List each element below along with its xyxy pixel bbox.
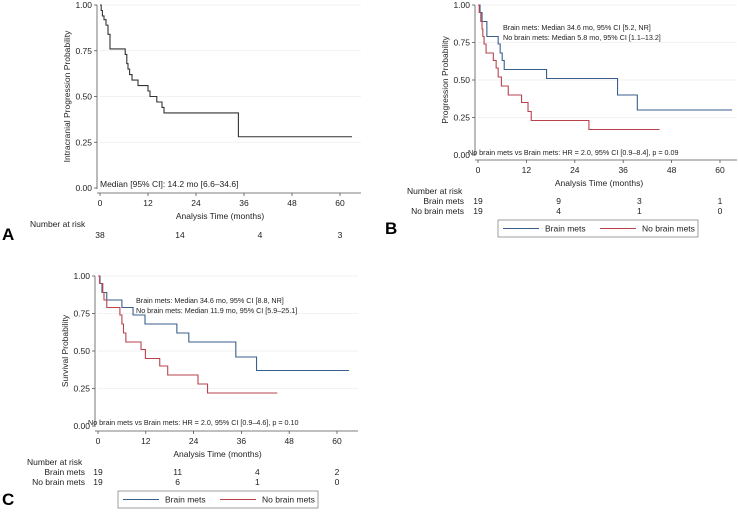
- x-tick-label: 12: [141, 436, 151, 446]
- hazard-ratio-annotation: No brain mets vs Brain mets: HR = 2.0, 9…: [468, 148, 679, 157]
- y-tick-label: 0.50: [73, 346, 90, 356]
- x-tick-label: 36: [618, 165, 628, 175]
- y-tick-label: 0.00: [73, 421, 90, 431]
- risk-count: 4: [255, 467, 260, 477]
- median-annotation: Median [95% CI]: 14.2 mo [6.6–34.6]: [100, 179, 238, 189]
- x-axis-title: Analysis Time (months): [176, 211, 264, 221]
- risk-count: 38: [95, 230, 105, 240]
- x-tick-label: 12: [522, 165, 532, 175]
- risk-count: 2: [335, 467, 340, 477]
- hazard-ratio-annotation: No brain mets vs Brain mets: HR = 2.0, 9…: [88, 418, 299, 427]
- risk-count: 0: [718, 206, 723, 216]
- risk-count: 9: [556, 196, 561, 206]
- y-tick-label: 0.75: [75, 46, 92, 56]
- median-annotation-no-brain-mets: No brain mets: Median 11.9 mo, 95% CI [5…: [136, 306, 297, 315]
- risk-table-title: Number at risk: [30, 219, 86, 229]
- x-axis-title: Analysis Time (months): [173, 449, 261, 459]
- y-tick-label: 0.00: [75, 183, 92, 193]
- risk-table-title: Number at risk: [407, 186, 463, 196]
- legend-label: No brain mets: [642, 224, 695, 234]
- x-tick-label: 60: [332, 436, 342, 446]
- y-tick-label: 1.00: [453, 0, 470, 10]
- y-tick-label: 0.50: [453, 75, 470, 85]
- risk-count: 11: [173, 467, 182, 477]
- x-tick-label: 36: [239, 198, 249, 208]
- x-tick-label: 24: [189, 436, 199, 446]
- x-tick-label: 0: [98, 198, 103, 208]
- risk-count: 0: [335, 477, 340, 487]
- panel-letter: B: [385, 219, 397, 238]
- y-tick-label: 1.00: [73, 271, 90, 281]
- x-tick-label: 48: [667, 165, 677, 175]
- km-curve-overall: [100, 4, 352, 138]
- x-tick-label: 0: [96, 436, 101, 446]
- risk-count: 19: [93, 477, 103, 487]
- risk-count: 1: [718, 196, 723, 206]
- risk-count: 19: [93, 467, 103, 477]
- median-annotation-no-brain-mets: No brain mets: Median 5.8 mo, 95% CI [1.…: [503, 33, 661, 42]
- y-tick-label: 0.25: [453, 113, 470, 123]
- panel-letter: A: [2, 225, 14, 244]
- risk-row-label: No brain mets: [411, 206, 464, 216]
- x-tick-label: 24: [191, 198, 201, 208]
- x-tick-label: 60: [715, 165, 725, 175]
- x-tick-label: 24: [570, 165, 580, 175]
- risk-count: 19: [473, 206, 483, 216]
- y-tick-label: 0.75: [453, 38, 470, 48]
- x-tick-label: 48: [284, 436, 294, 446]
- y-tick-label: 0.75: [73, 309, 90, 319]
- legend-label: No brain mets: [262, 495, 315, 505]
- risk-count: 4: [258, 230, 263, 240]
- y-tick-label: 0.50: [75, 92, 92, 102]
- risk-count: 19: [473, 196, 483, 206]
- panel-b: 0.00 0.25 0.50 0.75 1.00 0 12 24 36 48 60 Analysis …: [385, 0, 737, 238]
- x-tick-label: 0: [476, 165, 481, 175]
- y-tick-label: 0.00: [453, 150, 470, 160]
- risk-count: 1: [637, 206, 642, 216]
- panel-a: 0.00 0.25 0.50 0.75 1.00 0 12 24 36 48 60 Analysis …: [2, 0, 361, 244]
- median-annotation-brain-mets: Brain mets: Median 34.6 mo, 95% CI [5.2,…: [503, 23, 651, 32]
- risk-count: 3: [338, 230, 343, 240]
- risk-row-label: Brain mets: [423, 196, 464, 206]
- km-curve-no-brain-mets: [478, 4, 660, 131]
- km-curve-brain-mets: [98, 275, 349, 372]
- x-tick-label: 12: [143, 198, 153, 208]
- x-tick-label: 36: [237, 436, 247, 446]
- km-curve-no-brain-mets: [98, 275, 278, 394]
- y-tick-label: 0.25: [73, 384, 90, 394]
- x-tick-label: 60: [335, 198, 345, 208]
- y-axis-title: Intracranial Progression Probability: [62, 30, 72, 163]
- risk-count: 6: [175, 477, 180, 487]
- legend: Brain mets No brain mets: [117, 490, 319, 509]
- legend-box: [497, 219, 699, 238]
- median-annotation-brain-mets: Brain mets: Median 34.6 mo, 95% CI [8.8,…: [136, 296, 284, 305]
- y-axis-title: Survival Probability: [60, 314, 70, 387]
- legend-box: [117, 490, 319, 509]
- risk-row-label: No brain mets: [32, 477, 85, 487]
- risk-count: 4: [556, 206, 561, 216]
- risk-count: 3: [637, 196, 642, 206]
- km-curve-brain-mets: [478, 4, 733, 111]
- y-tick-label: 0.25: [75, 137, 92, 147]
- y-axis-title: Progression Probability: [440, 36, 450, 124]
- legend: Brain mets No brain mets: [497, 219, 699, 238]
- panel-c: 0.000.250.500.751.000 12 24 36 48 60Analysis …: [2, 271, 358, 509]
- legend-label: Brain mets: [545, 224, 586, 234]
- legend-label: Brain mets: [165, 495, 206, 505]
- risk-table-title: Number at risk: [27, 457, 83, 467]
- panel-letter: C: [2, 490, 14, 509]
- x-axis-title: Analysis Time (months): [555, 178, 643, 188]
- risk-count: 1: [255, 477, 260, 487]
- y-tick-label: 1.00: [75, 0, 92, 10]
- risk-count: 14: [175, 230, 185, 240]
- risk-row-label: Brain mets: [44, 467, 85, 477]
- x-tick-label: 48: [287, 198, 297, 208]
